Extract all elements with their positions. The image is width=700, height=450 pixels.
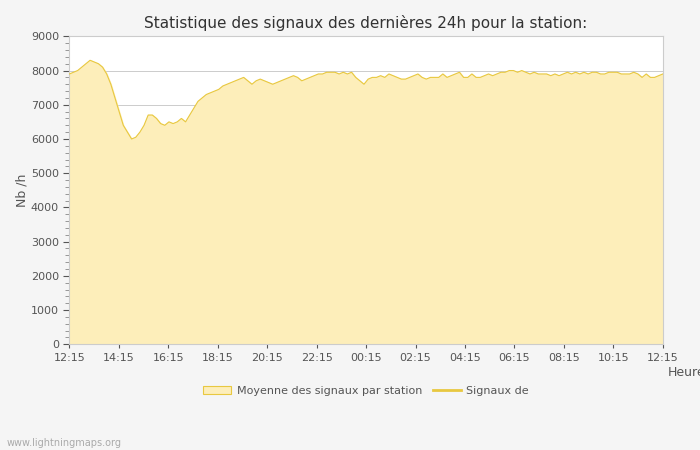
Y-axis label: Nb /h: Nb /h xyxy=(15,174,28,207)
Legend: Moyenne des signaux par station, Signaux de: Moyenne des signaux par station, Signaux… xyxy=(199,382,533,400)
Text: www.lightningmaps.org: www.lightningmaps.org xyxy=(7,438,122,448)
Title: Statistique des signaux des dernières 24h pour la station:: Statistique des signaux des dernières 24… xyxy=(144,15,588,31)
X-axis label: Heure: Heure xyxy=(668,366,700,379)
